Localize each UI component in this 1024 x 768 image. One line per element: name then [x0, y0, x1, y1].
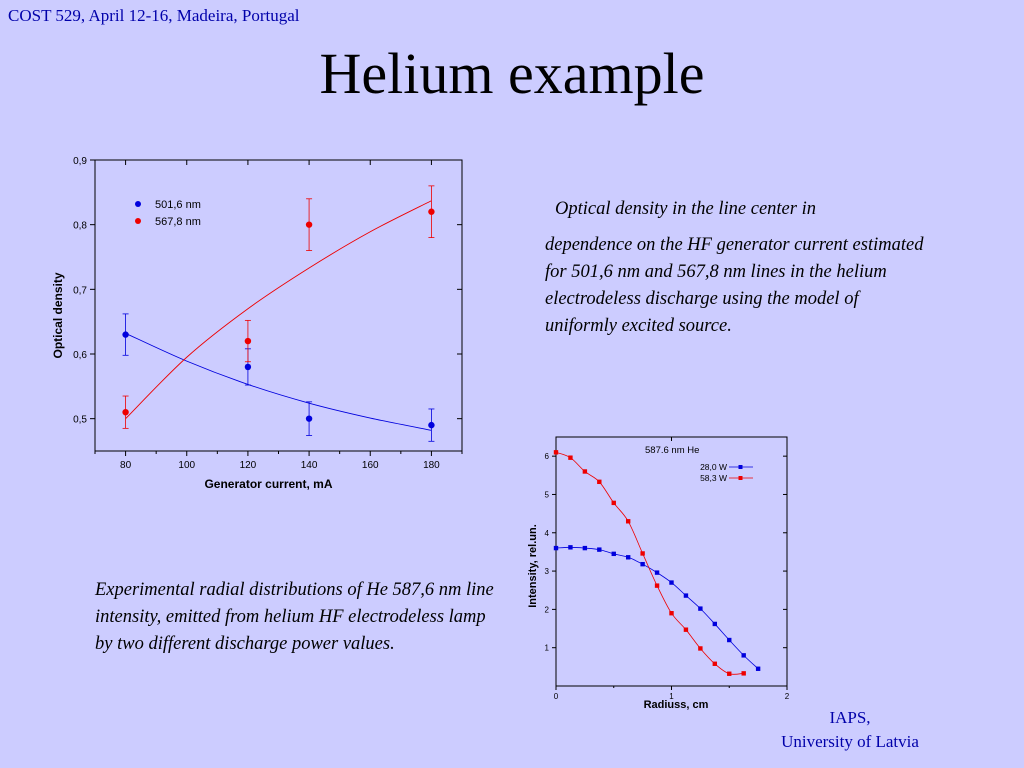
legend-label-series-1: 501,6 nm: [155, 199, 201, 211]
data-point-series-2: [669, 611, 674, 616]
data-point-series-1: [669, 580, 674, 585]
legend-marker-2-series-1: [738, 465, 743, 469]
x-tick-label: 120: [240, 460, 257, 471]
y-tick-label: 0,5: [73, 415, 87, 426]
data-point-series-1: [611, 551, 616, 557]
data-point-series-2: [568, 455, 573, 460]
data-point-series-1: [305, 415, 313, 422]
data-point-series-1: [625, 555, 631, 560]
data-point-series-1: [698, 606, 703, 611]
x-tick-label: 80: [120, 460, 132, 471]
data-point-series-2: [625, 519, 631, 524]
y-axis-label-2: Intensity, rel.un.: [527, 524, 539, 608]
data-point-series-2: [244, 337, 252, 345]
y-tick-label-2: 4: [545, 529, 550, 538]
y-tick-label-2: 3: [545, 567, 550, 576]
data-point-series-2: [727, 671, 732, 676]
data-point-series-2: [640, 551, 645, 556]
legend-marker-2-series-2: [738, 476, 743, 480]
data-point-series-2: [741, 671, 746, 676]
plot-frame-2: [555, 436, 788, 687]
legend-marker-series-1: [135, 201, 141, 207]
data-point-series-2: [597, 479, 602, 485]
x-tick-label-2: 2: [785, 692, 790, 701]
plot-frame: [94, 159, 463, 452]
data-point-series-1: [428, 421, 435, 429]
data-point-series-2: [712, 661, 718, 666]
x-axis-label-2: Radiuss, cm: [644, 699, 709, 711]
fit-curve-series-2: [125, 200, 432, 419]
data-point-series-2: [683, 627, 689, 632]
y-tick-label-2: 1: [545, 644, 550, 653]
footer-line-2: University of Latvia: [781, 732, 919, 751]
data-point-series-2: [122, 409, 129, 416]
data-point-series-2: [611, 500, 616, 506]
x-tick-label: 140: [301, 460, 318, 471]
x-axis-label: Generator current, mA: [204, 477, 332, 491]
y-tick-label-2: 5: [545, 490, 550, 499]
caption-optical-density: Optical density in the line center in de…: [545, 196, 935, 340]
footer-affiliation: IAPS, University of Latvia: [760, 706, 940, 754]
data-point-series-2: [698, 646, 703, 651]
caption-radial-distribution: Experimental radial distributions of He …: [95, 580, 494, 654]
data-point-series-1: [640, 561, 645, 567]
x-tick-label: 100: [178, 460, 195, 471]
fit-curve-series-1: [125, 332, 432, 431]
data-point-series-1: [741, 653, 746, 658]
y-tick-label: 0,9: [73, 156, 87, 167]
y-tick-label-2: 6: [545, 452, 550, 461]
data-point-series-1: [755, 666, 761, 671]
footer-line-1: IAPS,: [829, 708, 871, 727]
data-point-series-1: [582, 545, 588, 551]
legend-label-2-series-2: 58,3 W: [700, 473, 727, 483]
x-tick-label-2: 1: [669, 692, 674, 701]
data-point-series-1: [727, 637, 732, 643]
caption-optical-density-rest: dependence on the HF generator current e…: [545, 235, 924, 336]
series-line-1: [555, 546, 759, 670]
y-axis-label: Optical density: [51, 272, 65, 358]
conference-header: COST 529, April 12-16, Madeira, Portugal: [8, 6, 300, 25]
y-tick-label: 0,6: [73, 350, 87, 361]
data-point-series-1: [553, 545, 559, 551]
y-tick-label-2: 2: [545, 605, 550, 614]
data-point-series-1: [654, 570, 660, 575]
data-point-series-1: [244, 363, 252, 371]
caption-optical-density-first-line: Optical density in the line center in: [555, 199, 816, 219]
y-tick-label: 0,7: [73, 285, 87, 296]
data-point-series-2: [582, 469, 588, 474]
legend-marker-series-2: [135, 218, 141, 224]
data-point-series-1: [683, 593, 689, 598]
series-line-2: [555, 451, 744, 675]
x-tick-label: 160: [362, 460, 379, 471]
x-tick-label: 180: [423, 460, 440, 471]
data-point-series-1: [597, 547, 602, 552]
x-tick-label-2: 0: [554, 692, 559, 701]
legend-label-2-series-1: 28,0 W: [700, 462, 727, 472]
data-point-series-2: [553, 450, 559, 455]
data-point-series-1: [122, 331, 129, 338]
chart-title-2: 587.6 nm He: [645, 445, 699, 456]
data-point-series-2: [654, 583, 660, 588]
data-point-series-2: [305, 221, 313, 228]
y-tick-label: 0,8: [73, 221, 87, 232]
data-point-series-1: [712, 621, 718, 627]
data-point-series-1: [568, 545, 573, 550]
slide-title: Helium example: [319, 41, 705, 106]
legend-label-series-2: 567,8 nm: [155, 216, 201, 228]
data-point-series-2: [428, 208, 435, 215]
